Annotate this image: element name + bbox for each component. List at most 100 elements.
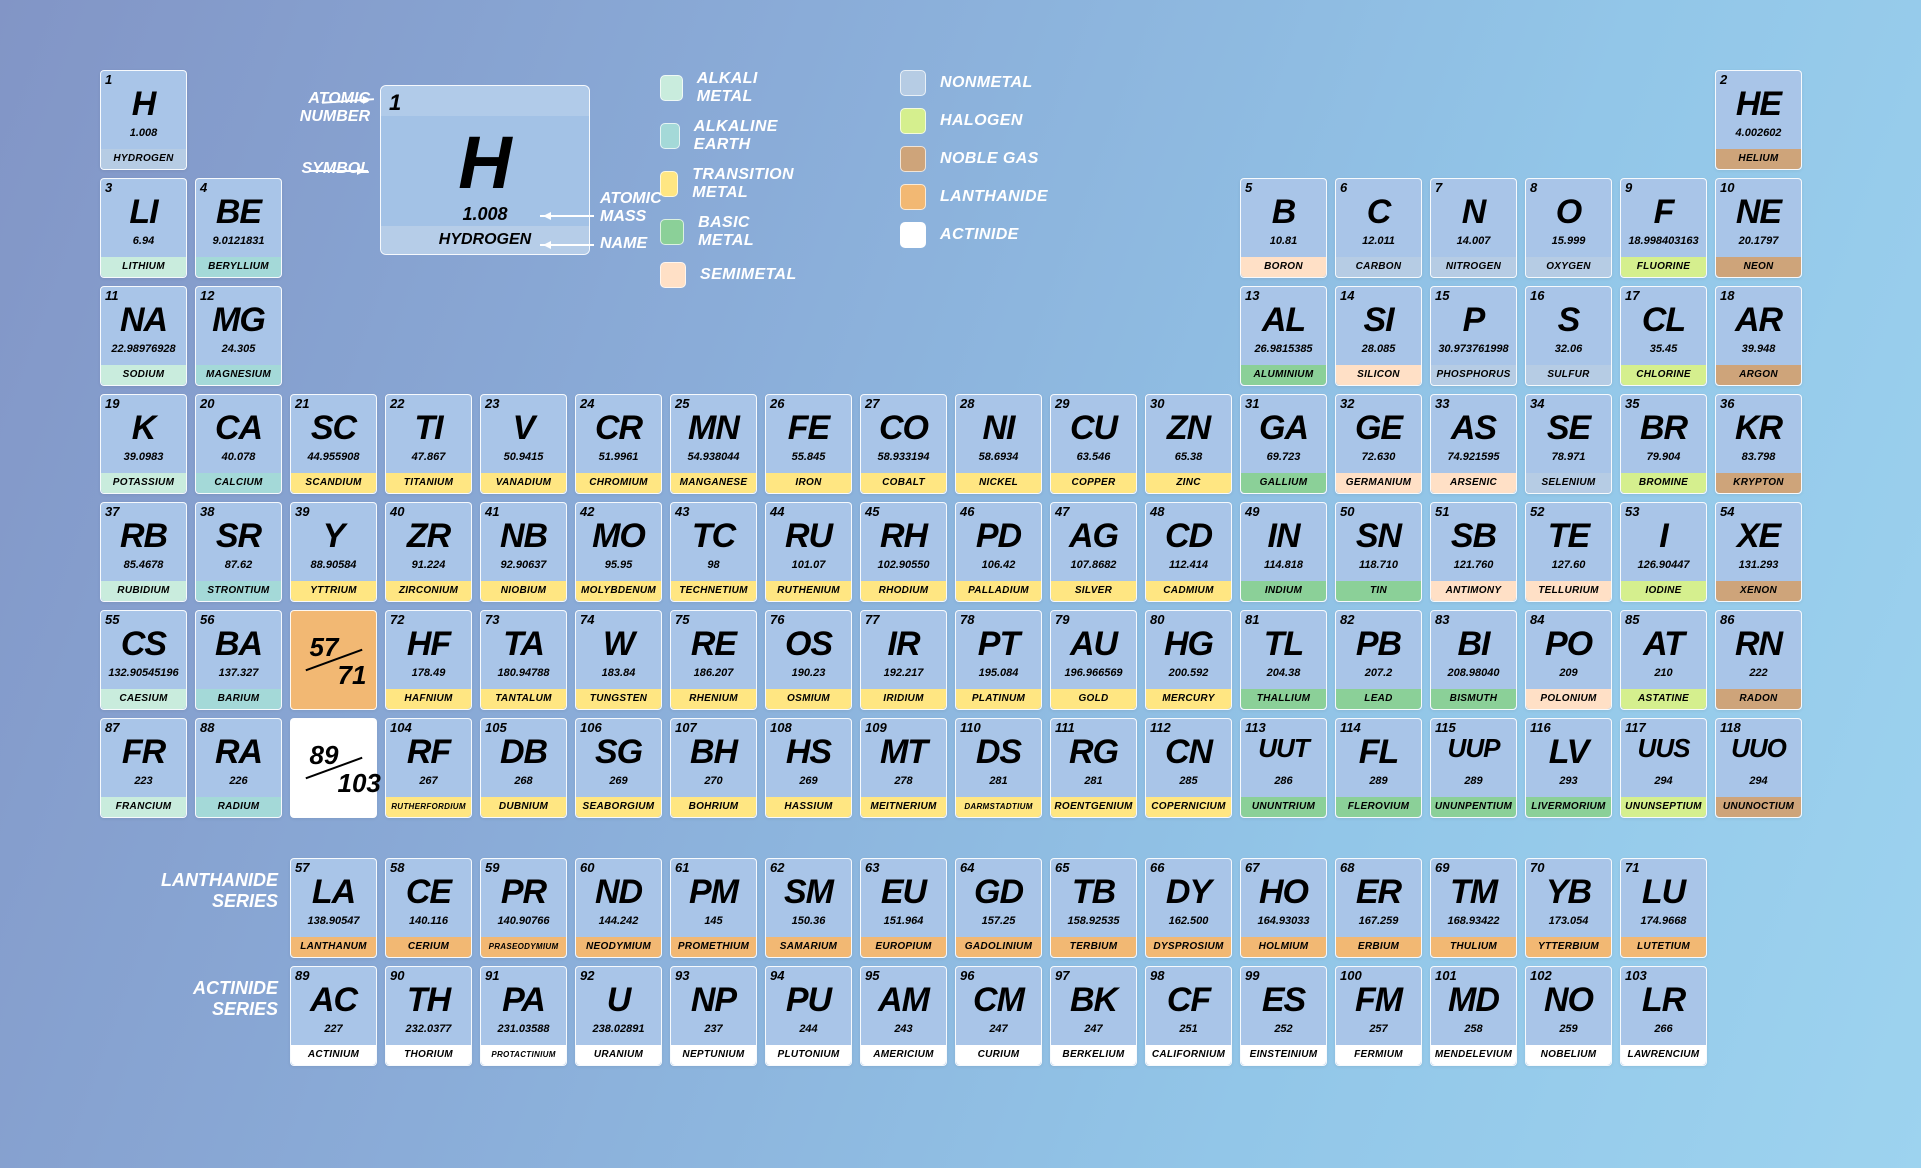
atomic-mass: 138.90547	[291, 915, 376, 927]
key-label-atomic-mass: ATOMICMASS	[600, 190, 662, 225]
element-cell-pt: 78PT195.084PLATINUM	[955, 610, 1042, 710]
element-name: BISMUTH	[1431, 689, 1516, 709]
element-symbol: BA	[196, 625, 281, 664]
element-cell-te: 52TE127.60TELLURIUM	[1525, 502, 1612, 602]
element-name: MANGANESE	[671, 473, 756, 493]
atomic-mass: 79.904	[1621, 451, 1706, 463]
element-name: INDIUM	[1241, 581, 1326, 601]
legend-item-nonmetal: NONMETAL	[900, 70, 1048, 96]
element-name: GALLIUM	[1241, 473, 1326, 493]
atomic-mass: 145	[671, 915, 756, 927]
element-cell-fl: 114FL289FLEROVIUM	[1335, 718, 1422, 818]
element-name: LITHIUM	[101, 257, 186, 277]
element-cell-tl: 81TL204.38THALLIUM	[1240, 610, 1327, 710]
element-cell-dy: 66DY162.500DYSPROSIUM	[1145, 858, 1232, 958]
element-symbol: LV	[1526, 733, 1611, 772]
element-symbol: SM	[766, 873, 851, 912]
atomic-mass: 44.955908	[291, 451, 376, 463]
element-cell-fe: 26FE55.845IRON	[765, 394, 852, 494]
atomic-mass: 267	[386, 775, 471, 787]
element-cell-na: 11NA22.98976928SODIUM	[100, 286, 187, 386]
element-cell-mt: 109MT278MEITNERIUM	[860, 718, 947, 818]
element-cell-ru: 44RU101.07RUTHENIUM	[765, 502, 852, 602]
element-symbol: GD	[956, 873, 1041, 912]
element-name: FERMIUM	[1336, 1045, 1421, 1065]
element-cell-h: 1H1.008HYDROGEN	[100, 70, 187, 170]
element-name: BOHRIUM	[671, 797, 756, 817]
element-name: COPPER	[1051, 473, 1136, 493]
element-name: LUTETIUM	[1621, 937, 1706, 957]
element-symbol: RA	[196, 733, 281, 772]
element-symbol: IN	[1241, 517, 1326, 556]
element-cell-bi: 83BI208.98040BISMUTH	[1430, 610, 1517, 710]
element-name: IRON	[766, 473, 851, 493]
element-name: TITANIUM	[386, 473, 471, 493]
atomic-mass: 247	[956, 1023, 1041, 1035]
element-cell-sn: 50SN118.710TIN	[1335, 502, 1422, 602]
element-symbol: IR	[861, 625, 946, 664]
element-symbol: PA	[481, 981, 566, 1020]
element-cell-ag: 47AG107.8682SILVER	[1050, 502, 1137, 602]
atomic-mass: 6.94	[101, 235, 186, 247]
element-cell-ar: 18AR39.948ARGON	[1715, 286, 1802, 386]
element-name: DYSPROSIUM	[1146, 937, 1231, 957]
atomic-mass: 293	[1526, 775, 1611, 787]
element-name: UNUNOCTIUM	[1716, 797, 1801, 817]
element-cell-in: 49IN114.818INDIUM	[1240, 502, 1327, 602]
atomic-mass: 106.42	[956, 559, 1041, 571]
element-name: DARMSTADTIUM	[956, 797, 1041, 817]
element-name: GADOLINIUM	[956, 937, 1041, 957]
element-symbol: AG	[1051, 517, 1136, 556]
element-name: FRANCIUM	[101, 797, 186, 817]
element-name: RUTHENIUM	[766, 581, 851, 601]
element-symbol: P	[1431, 301, 1516, 340]
element-cell-pa: 91PA231.03588PROTACTINIUM	[480, 966, 567, 1066]
element-cell-rb: 37RB85.4678RUBIDIUM	[100, 502, 187, 602]
element-symbol: AM	[861, 981, 946, 1020]
element-cell-bk: 97BK247BERKELIUM	[1050, 966, 1137, 1066]
element-cell-md: 101MD258MENDELEVIUM	[1430, 966, 1517, 1066]
element-cell-as: 33AS74.921595ARSENIC	[1430, 394, 1517, 494]
element-name: KRYPTON	[1716, 473, 1801, 493]
element-name: TECHNETIUM	[671, 581, 756, 601]
element-cell-mg: 12MG24.305MAGNESIUM	[195, 286, 282, 386]
element-name: PLATINUM	[956, 689, 1041, 709]
legend-label: ACTINIDE	[940, 226, 1019, 244]
legend-swatch	[900, 108, 926, 134]
atomic-mass: 126.90447	[1621, 559, 1706, 571]
element-symbol: Y	[291, 517, 376, 556]
atomic-mass: 259	[1526, 1023, 1611, 1035]
legend-swatch	[660, 262, 686, 288]
element-name: IRIDIUM	[861, 689, 946, 709]
atomic-mass: 237	[671, 1023, 756, 1035]
arrow-icon	[540, 215, 594, 217]
element-name: PHOSPHORUS	[1431, 365, 1516, 385]
element-name: SILICON	[1336, 365, 1421, 385]
element-name: ANTIMONY	[1431, 581, 1516, 601]
atomic-mass: 14.007	[1431, 235, 1516, 247]
arrow-icon	[310, 170, 368, 172]
element-symbol: N	[1431, 193, 1516, 232]
key-symbol: H	[381, 120, 589, 205]
element-cell-th: 90TH232.0377THORIUM	[385, 966, 472, 1066]
element-name: BERYLLIUM	[196, 257, 281, 277]
atomic-mass: 24.305	[196, 343, 281, 355]
element-cell-nb: 41NB92.90637NIOBIUM	[480, 502, 567, 602]
element-name: TERBIUM	[1051, 937, 1136, 957]
element-symbol: CN	[1146, 733, 1231, 772]
atomic-mass: 35.45	[1621, 343, 1706, 355]
atomic-mass: 270	[671, 775, 756, 787]
element-name: CERIUM	[386, 937, 471, 957]
atomic-mass: 91.224	[386, 559, 471, 571]
key-atomic-number: 1	[389, 90, 401, 116]
element-cell-cu: 29CU63.546COPPER	[1050, 394, 1137, 494]
element-cell-rg: 111RG281ROENTGENIUM	[1050, 718, 1137, 818]
element-symbol: NI	[956, 409, 1041, 448]
element-name: XENON	[1716, 581, 1801, 601]
element-name: UNUNPENTIUM	[1431, 797, 1516, 817]
element-symbol: PB	[1336, 625, 1421, 664]
element-cell-pr: 59PR140.90766PRASEODYMIUM	[480, 858, 567, 958]
element-symbol: TE	[1526, 517, 1611, 556]
element-cell-ac: 89AC227ACTINIUM	[290, 966, 377, 1066]
atomic-mass: 289	[1336, 775, 1421, 787]
